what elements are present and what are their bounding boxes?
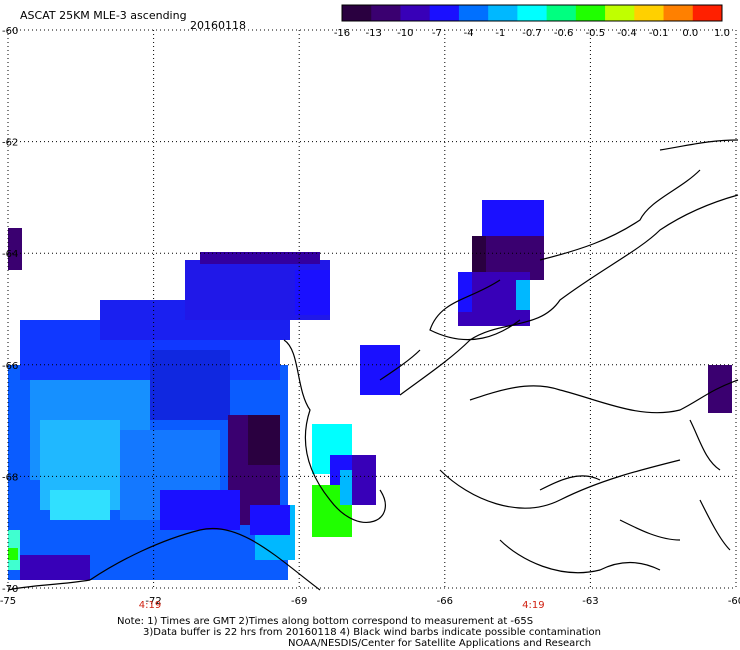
lon-label: -75 <box>0 596 16 607</box>
lat-label: -66 <box>2 361 18 372</box>
colorbar-label: -4 <box>464 28 474 39</box>
colorbar-segment <box>634 5 665 21</box>
colorbar-label: -16 <box>334 28 350 39</box>
lon-label: -69 <box>291 596 307 607</box>
colorbar-segment <box>458 5 489 21</box>
colorbar-label: -0.7 <box>522 28 542 39</box>
swath-cell <box>150 350 230 420</box>
axis-labels: -75 -72 -69 -66 -63 -60 -60 -62 -64 -66 -68 -70 <box>0 26 740 607</box>
swath-cell <box>458 272 472 312</box>
lat-label: -60 <box>2 26 18 37</box>
swath-cell <box>472 236 486 272</box>
colorbar-segment <box>517 5 548 21</box>
coastline <box>7 139 739 591</box>
colorbar-label: -13 <box>365 28 381 39</box>
swath-cell <box>20 555 90 580</box>
lat-label: -68 <box>2 472 18 483</box>
swath-cell <box>8 228 22 270</box>
colorbar-label: -10 <box>397 28 413 39</box>
time-label: 4:19 <box>138 600 162 611</box>
colorbar-label: 1.0 <box>714 28 730 39</box>
colorbar-label: -0.4 <box>617 28 637 39</box>
time-label: 4:19 <box>522 600 545 611</box>
swath-cell <box>248 415 280 465</box>
colorbar-segment <box>400 5 431 21</box>
swath-cell <box>340 470 352 505</box>
colorbar-segment <box>371 5 401 21</box>
note-line-1: Note: 1) Times are GMT 2)Times along bot… <box>117 616 534 627</box>
swath-cell <box>295 270 330 315</box>
colorbar-segment <box>429 5 460 21</box>
swath-cell <box>250 505 290 535</box>
colorbar-segment <box>605 5 635 21</box>
swath-cell <box>360 345 400 395</box>
lon-label: -66 <box>437 596 453 607</box>
lat-label: -62 <box>2 138 18 149</box>
colorbar-label: 0.0 <box>682 28 698 39</box>
swath-cell <box>160 490 240 530</box>
colorbar-label: -0.6 <box>554 28 574 39</box>
lon-label: -72 <box>145 596 161 607</box>
swath-cell <box>200 252 320 264</box>
swath-cell <box>516 280 530 310</box>
colorbar-label: -0.5 <box>586 28 606 39</box>
map-title: ASCAT 25KM MLE-3 ascending <box>20 9 187 22</box>
note-line-3: NOAA/NESDIS/Center for Satellite Applica… <box>288 638 592 649</box>
map-date: 20160118 <box>190 19 246 32</box>
colorbar-segment <box>692 5 723 21</box>
lat-label: -70 <box>2 584 18 595</box>
colorbar-label: -0.1 <box>649 28 669 39</box>
colorbar <box>341 4 723 22</box>
lat-label: -64 <box>2 249 18 260</box>
colorbar-segment <box>342 5 372 21</box>
colorbar-label: -7 <box>432 28 442 39</box>
swath-cell <box>352 455 376 505</box>
colorbar-segment <box>546 5 577 21</box>
graticule <box>7 29 737 589</box>
colorbar-label: -1 <box>495 28 505 39</box>
colorbar-segment <box>488 5 518 21</box>
colorbar-frame <box>341 4 723 22</box>
swath-cell <box>708 365 732 413</box>
colorbar-segment <box>663 5 694 21</box>
scatterometer-swath <box>8 200 732 580</box>
swath-cell <box>8 548 18 560</box>
swath-cell <box>50 490 110 520</box>
colorbar-labels: -16 -13 -10 -7 -4 -1 -0.7 -0.6 -0.5 -0.4 -0.1 0.0 1.… <box>334 28 730 39</box>
lon-label: -60 <box>728 596 740 607</box>
note-line-2: 3)Data buffer is 22 hrs from 20160118 4)… <box>143 627 601 638</box>
colorbar-segment <box>575 5 606 21</box>
lon-label: -63 <box>582 596 598 607</box>
